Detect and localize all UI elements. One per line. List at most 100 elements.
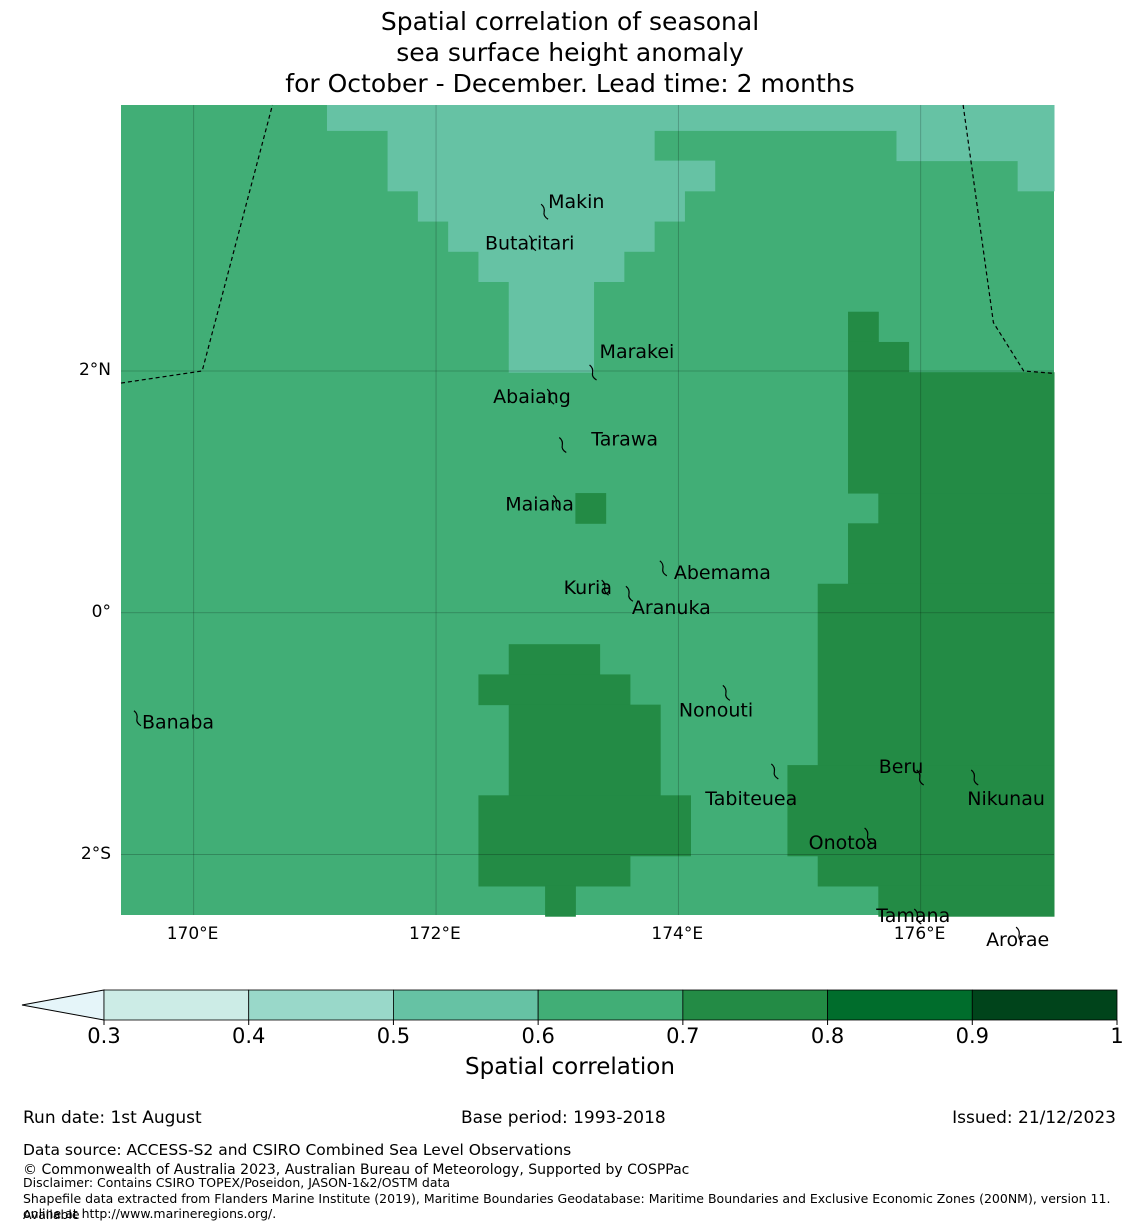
grid-cell-0.7-0.8 [478,674,631,706]
grid-cell-0.5-0.6 [508,341,595,373]
colorbar-tick-label: 0.6 [521,1024,555,1048]
correlation-grid [121,105,1055,917]
islands-layer: Makin Butaritari Marakei Abaiang Tarawa Maian… [133,191,1049,951]
colorbar-tick-label: 0.3 [87,1024,121,1048]
island-label: Tarawa [590,429,658,451]
lon-tick-label: 170°E [166,924,219,944]
island-outline [546,388,555,405]
island-label: Nonouti [679,699,753,721]
colorbar-tick-label: 0.9 [955,1024,989,1048]
island-outline [552,495,561,512]
grid-cell-0.5-0.6 [387,160,716,192]
grid-cell-0.7-0.8 [848,372,1055,494]
graticule [121,105,1054,915]
lat-tick-label: 0° [91,601,111,622]
grid-cell-0.7-0.8 [787,765,1055,857]
colorbar-segment [682,989,828,1021]
lon-tick-label: 172°E [409,924,461,944]
lon-tick-label: 174°E [651,924,704,944]
island-outline [589,364,597,381]
grid-cell-0.5-0.6 [1017,160,1055,192]
colorbar [21,989,1118,1025]
island-outline [1015,926,1024,943]
eez-boundaries [120,104,1055,384]
colorbar-tick-label: 0.4 [232,1024,266,1048]
title-line-2: sea surface height anomaly [396,38,744,67]
island-outline [625,585,634,602]
grid-cell-0.7-0.8 [878,493,1055,524]
island-outline [528,235,537,252]
title-line-1: Spatial correlation of seasonal [380,7,760,36]
grid-cell-0.5-0.6 [448,221,655,252]
grid-cell-0.7-0.8 [575,493,607,524]
island-outline [659,560,668,577]
run-date: Run date: 1st August [23,1108,202,1128]
island-outline [558,437,567,454]
grid-cell-0.5-0.6 [896,130,1055,162]
island-label: Abemama [674,562,771,584]
island-label: Banaba [142,712,214,734]
colorbar-tick-label: 0.5 [376,1024,411,1048]
island-label: Arorae [986,929,1049,951]
issued-date: Issued: 21/12/2023 [952,1108,1116,1128]
colorbar-segment [827,989,973,1021]
data-source: Data source: ACCESS-S2 and CSIRO Combine… [23,1141,572,1159]
island-outline [770,763,779,780]
grid-cell-0.5-0.6 [508,281,595,313]
grid-cell-0.7-0.8 [848,341,910,373]
grid-cell-0.5-0.6 [478,251,625,283]
island-outline [864,827,872,844]
shapefile-credit-2: online at http://www.marineregions.org/. [23,1206,277,1221]
lat-tick-label: 2°S [80,843,111,864]
island-outline [601,579,609,596]
island-outline [133,710,142,727]
lon-tick-label: 176°E [893,924,946,944]
title-line-3: for October - December. Lead time: 2 mon… [285,69,855,98]
island-label: Butaritari [485,233,574,255]
grid-cell-0.5-0.6 [417,190,685,222]
island-label: Aranuka [632,597,711,619]
grid-cell-0.7-0.8 [545,885,576,917]
colorbar-tick-label: 1 [1110,1024,1124,1048]
island-label: Abaiang [493,386,571,408]
grid-cell-0.7-0.8 [878,885,1055,917]
grid-cell-0.7-0.8 [848,311,879,343]
shapefile-credit-1: Shapefile data extracted from Flanders M… [23,1191,1111,1222]
disclaimer: Disclaimer: Contains CSIRO TOPEX/Poseido… [23,1175,451,1190]
grid-cell-0.7-0.8 [478,795,691,857]
island-label: Nikunau [967,788,1045,810]
colorbar-segment [971,989,1118,1021]
colorbar-segment [393,989,539,1021]
colorbar-segment [537,989,684,1021]
grid-cell-0.7-0.8 [508,704,661,796]
base-period: Base period: 1993-2018 [461,1108,666,1128]
chart-title: Spatial correlation of seasonal sea surf… [0,6,1140,99]
lat-tick-label: 2°N [78,359,111,380]
grid-cell-0.7-0.8 [817,855,1055,887]
island-outline [970,769,979,786]
colorbar-tick-label: 0.8 [810,1024,845,1048]
colorbar-tick-label: 0.7 [666,1024,700,1048]
eez-boundary-line [962,104,1055,374]
island-label: Tamana [875,905,950,927]
island-outline [722,684,731,701]
grid-cell-0.5-0.6 [326,105,1055,131]
colorbar-label: Spatial correlation [465,1054,675,1080]
island-outline [916,769,925,786]
grid-cell-0.7-0.8 [478,855,631,887]
grid-cell-0.7-0.8 [848,523,1055,585]
colorbar-under-arrow [21,989,105,1021]
island-label: Tabiteuea [704,788,797,810]
colorbar-segment [103,989,250,1021]
grid-cell-0.5-0.6 [387,130,655,162]
colorbar-segment [248,989,394,1021]
copyright: © Commonwealth of Australia 2023, Austra… [23,1162,690,1178]
grid-cell-0.5-0.6 [508,311,595,343]
island-label: Maiana [505,494,574,516]
grid-cell-0.7-0.8 [508,644,601,675]
island-label: Beru [879,756,924,778]
island-label: Onotoa [809,832,878,854]
island-label: Marakei [600,341,675,363]
island-outline [913,908,922,925]
